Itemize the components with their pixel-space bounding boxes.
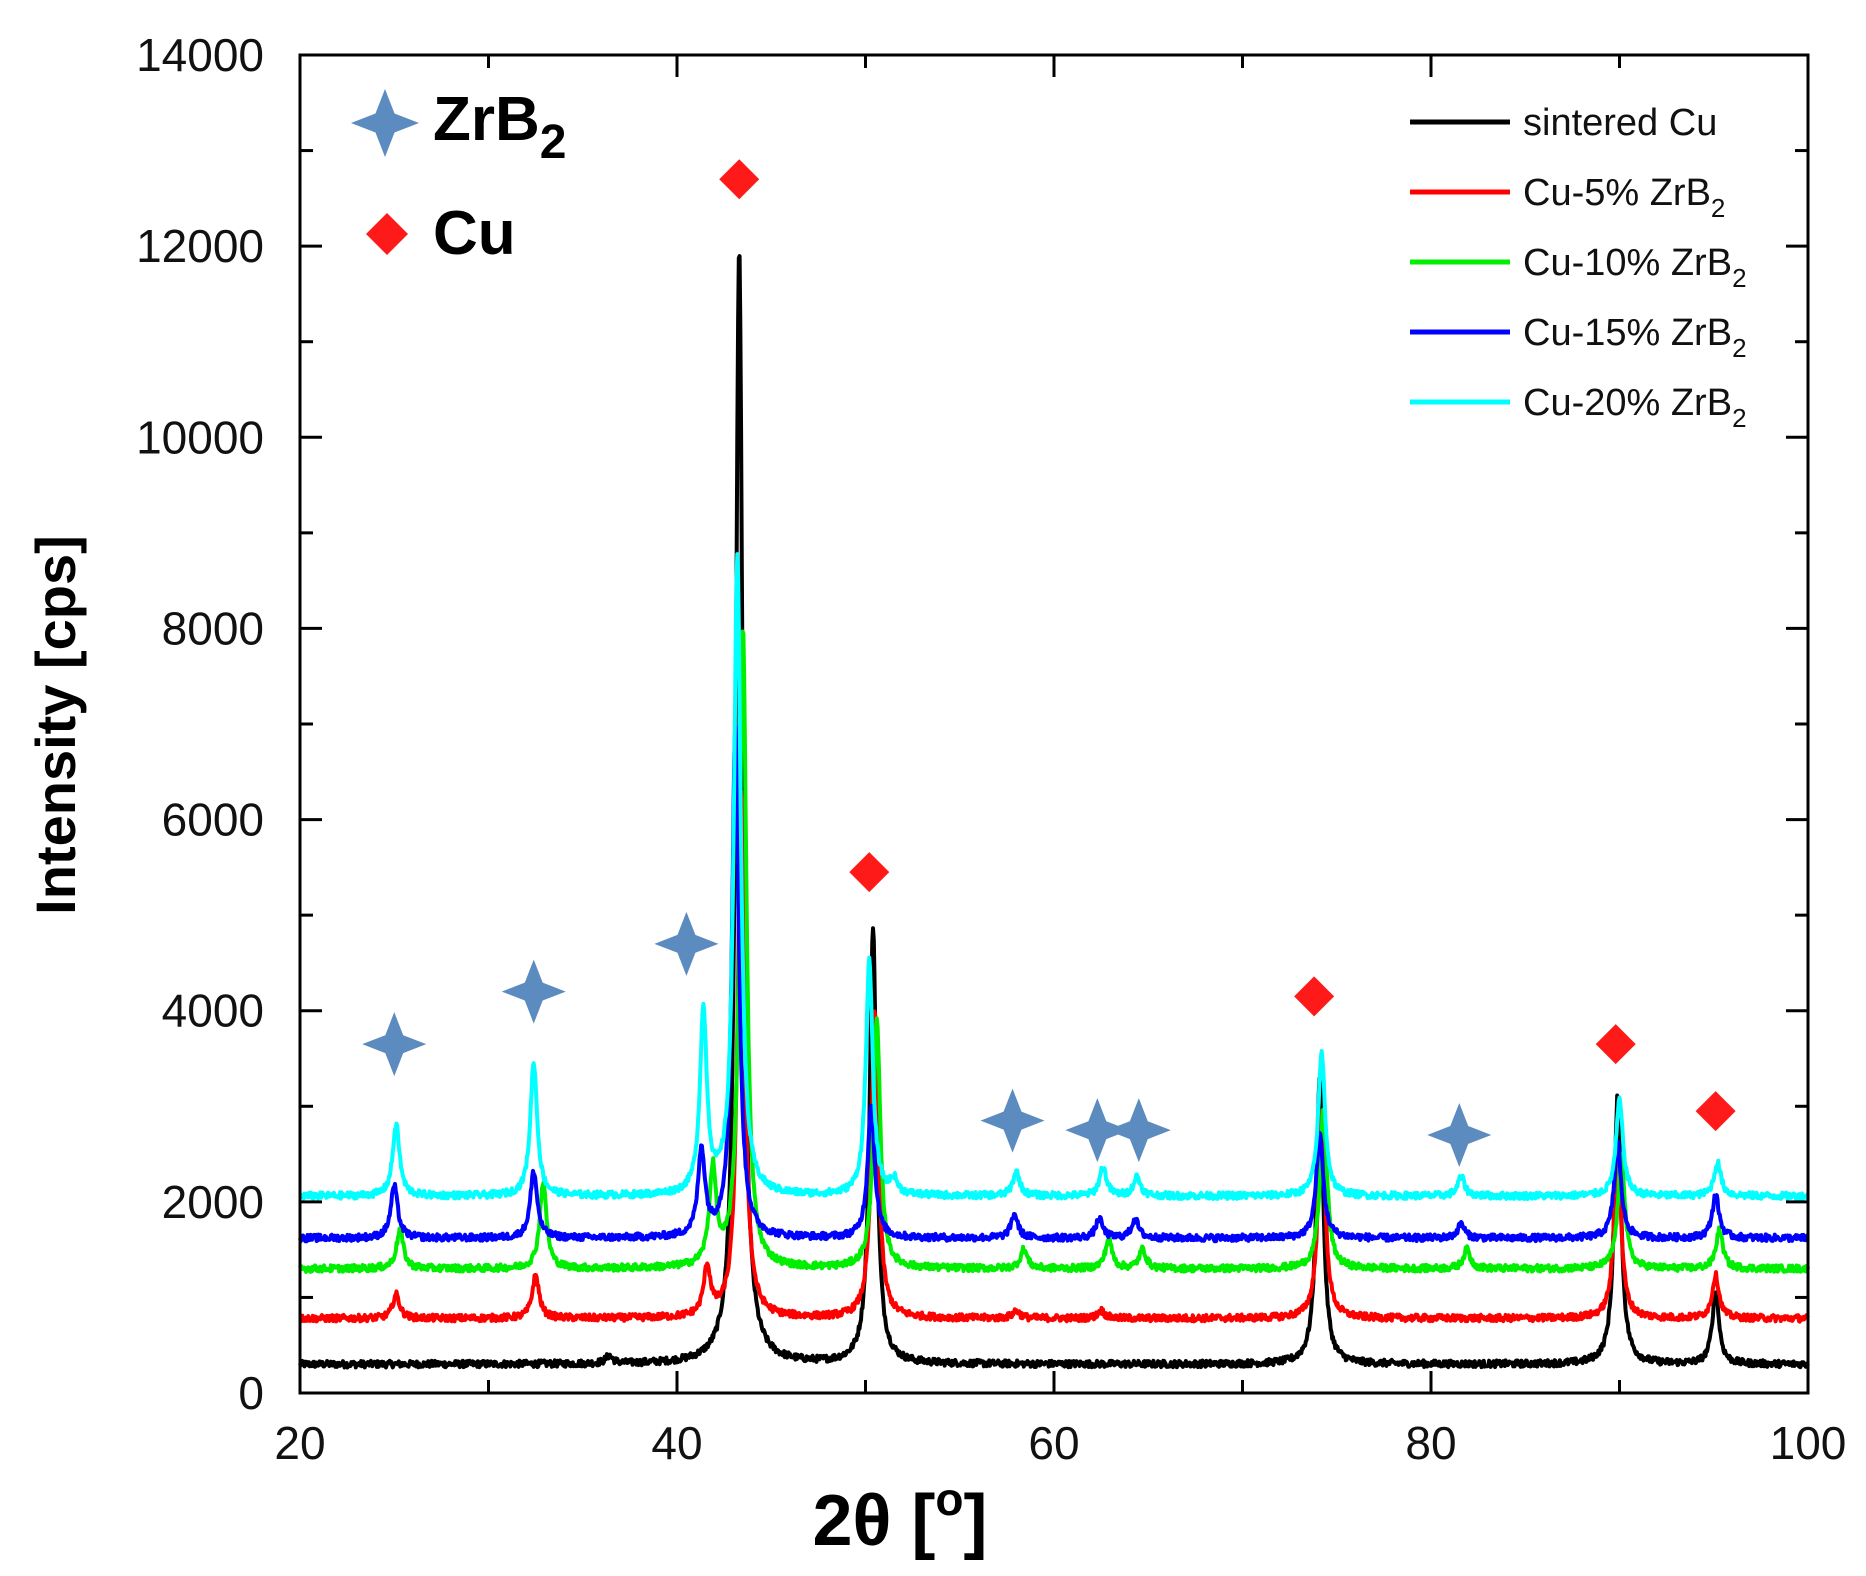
x-tick-label-80: 80 xyxy=(1405,1417,1456,1469)
y-tick-label-14000: 14000 xyxy=(136,29,264,81)
legend-label-sub-3: 2 xyxy=(1732,333,1746,363)
legend-label-sub-1: 2 xyxy=(1711,193,1725,223)
zrb2-legend-star-icon xyxy=(351,89,419,157)
cu-diamond-marker-3 xyxy=(1595,1024,1636,1065)
x-tick-label-40: 40 xyxy=(651,1417,702,1469)
zrb2-legend-base: ZrB xyxy=(433,85,540,154)
zrb2-star-marker-5 xyxy=(1106,1098,1171,1163)
x-axis-title-base: 2θ [ xyxy=(812,1481,935,1561)
series-line-2 xyxy=(298,629,1810,1274)
legend-label-base-1: Cu-5% ZrB xyxy=(1523,172,1711,214)
zrb2-legend-sub: 2 xyxy=(540,116,567,169)
legend-label-sub-2: 2 xyxy=(1732,263,1746,293)
cu-legend-diamond-icon xyxy=(366,213,408,255)
y-tick-label-6000: 6000 xyxy=(162,794,264,846)
x-axis-title-degree: o xyxy=(935,1473,963,1525)
x-tick-label-20: 20 xyxy=(274,1417,325,1469)
zrb2-star-marker-3 xyxy=(980,1088,1045,1153)
y-tick-label-8000: 8000 xyxy=(162,602,264,654)
legend-label-base-0: sintered Cu xyxy=(1523,102,1717,144)
legend-label-3: Cu-15% ZrB2 xyxy=(1523,312,1747,363)
x-tick-label-100: 100 xyxy=(1770,1417,1847,1469)
axes: 20 40 60 80 100 0 2000 4000 6000 8000 10000 12000 14… xyxy=(136,29,1846,1469)
series-line-0 xyxy=(298,254,1810,1370)
zrb2-legend-label: ZrB2 xyxy=(433,85,566,169)
zrb2-star-marker-6 xyxy=(1427,1102,1492,1167)
cu-diamond-marker-1 xyxy=(849,852,890,893)
series-line-1 xyxy=(298,789,1810,1324)
zrb2-star-marker-2 xyxy=(654,911,719,976)
x-axis-title-close: ] xyxy=(964,1481,988,1561)
legend-label-1: Cu-5% ZrB2 xyxy=(1523,172,1725,223)
y-tick-label-0: 0 xyxy=(238,1367,264,1419)
zrb2-star-marker-1 xyxy=(501,959,566,1024)
legend-label-0: sintered Cu xyxy=(1523,102,1717,144)
y-tick-label-10000: 10000 xyxy=(136,411,264,463)
legend-label-base-4: Cu-20% ZrB xyxy=(1523,382,1732,424)
legend-label-4: Cu-20% ZrB2 xyxy=(1523,382,1747,433)
x-axis-title: 2θ [o] xyxy=(812,1473,987,1561)
series-line-3 xyxy=(298,723,1810,1244)
zrb2-star-marker-4 xyxy=(1065,1098,1130,1163)
cu-diamond-marker-0 xyxy=(719,159,760,200)
zrb2-star-marker-0 xyxy=(362,1012,427,1077)
peak-markers xyxy=(362,159,1736,1167)
plot-area xyxy=(298,254,1810,1370)
y-axis-title: Intensity [cps] xyxy=(24,535,87,915)
cu-diamond-marker-2 xyxy=(1294,976,1335,1017)
y-tick-label-4000: 4000 xyxy=(162,985,264,1037)
y-tick-label-12000: 12000 xyxy=(136,220,264,272)
x-tick-label-60: 60 xyxy=(1028,1417,1079,1469)
y-tick-label-2000: 2000 xyxy=(162,1176,264,1228)
legend-label-base-2: Cu-10% ZrB xyxy=(1523,242,1732,284)
cu-diamond-marker-4 xyxy=(1695,1091,1736,1132)
series-line-4 xyxy=(298,552,1810,1202)
legend-label-sub-4: 2 xyxy=(1732,403,1746,433)
legend-label-base-3: Cu-15% ZrB xyxy=(1523,312,1732,354)
legend-label-2: Cu-10% ZrB2 xyxy=(1523,242,1747,293)
cu-legend-label: Cu xyxy=(433,199,516,268)
